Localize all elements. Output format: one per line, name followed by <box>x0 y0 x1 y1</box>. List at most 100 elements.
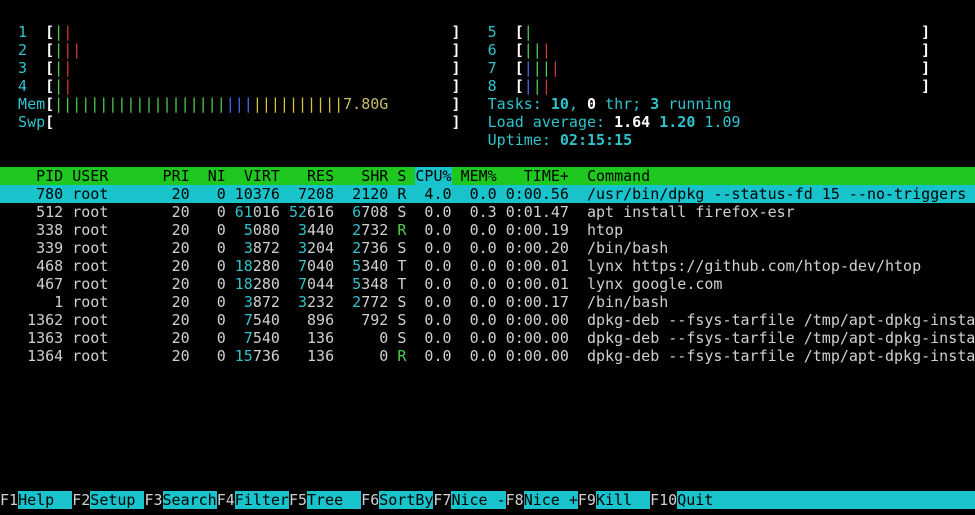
meter-label: Swp <box>18 113 46 131</box>
process-cell: 2736 <box>352 239 389 257</box>
process-row[interactable]: 1363 root 20 0 7540 136 0 S 0.0 0.0 0:00.00 dpkg-de… <box>0 329 975 347</box>
thousands-digits: 2 <box>352 221 362 239</box>
process-cell: dpkg-deb --fsys-tarfile /tmp/apt-dpkg-in… <box>586 311 975 329</box>
summary-line: Tasks: 10, 0 thr; 3 running <box>488 95 732 113</box>
process-cell: lynx google.com <box>586 275 723 293</box>
function-key[interactable]: F1 <box>0 491 19 509</box>
process-cell: 0 <box>216 203 226 221</box>
summary-text: 1.64 <box>614 113 660 131</box>
column-header[interactable]: MEM% <box>460 167 497 185</box>
meter-bar: | <box>523 59 533 77</box>
function-label[interactable]: Help <box>18 491 73 509</box>
column-header[interactable]: USER <box>72 167 109 185</box>
meter-bracket: ] <box>921 59 931 77</box>
process-row[interactable]: 512 root 20 0 61016 52616 6708 S 0.0 0.3 0:01.47 ap… <box>0 203 975 221</box>
meter-bar: | <box>541 77 551 95</box>
process-cell: 5348 <box>352 275 389 293</box>
function-label[interactable]: Filter <box>234 491 289 509</box>
process-cell: 20 <box>171 347 190 365</box>
column-header[interactable]: CPU% <box>415 167 452 185</box>
process-cell: htop <box>586 221 624 239</box>
meter-label: 6 <box>487 41 497 59</box>
column-header[interactable]: PRI <box>162 167 190 185</box>
meter-bar: | <box>63 23 73 41</box>
process-cell: 0.0 <box>424 203 452 221</box>
process-cell: 792 <box>361 311 389 329</box>
function-label[interactable]: Nice + <box>523 491 578 509</box>
process-cell: 3872 <box>243 293 280 311</box>
meter-bar: | <box>63 59 73 77</box>
function-label[interactable]: Setup <box>90 491 145 509</box>
function-label[interactable]: Search <box>162 491 217 509</box>
meter-label: 4 <box>18 77 28 95</box>
process-cell: 0 <box>216 311 226 329</box>
process-row[interactable]: 467 root 20 0 18280 7044 5348 T 0.0 0.0 0:00.01 lyn… <box>0 275 975 293</box>
process-row[interactable]: 339 root 20 0 3872 3204 2736 S 0.0 0.0 0:00.20/bin… <box>0 239 975 257</box>
function-label[interactable]: Nice - <box>451 491 506 509</box>
process-row[interactable]: 1364 root 20 0 15736 136 0 R 0.0 0.0 0:00.00 dpkg-d… <box>0 347 975 365</box>
function-key[interactable]: F2 <box>72 491 91 509</box>
process-cell: root <box>72 239 109 257</box>
function-key[interactable]: F3 <box>144 491 163 509</box>
column-header[interactable]: TIME+ <box>523 167 569 185</box>
process-cell: 0 <box>216 329 226 347</box>
thousands-digits: 3 <box>298 221 308 239</box>
meter-bar: | <box>54 23 64 41</box>
process-cell: 3440 <box>298 221 335 239</box>
column-header[interactable]: SHR <box>361 167 389 185</box>
process-cell: 0 <box>216 257 226 275</box>
process-cell: 136 <box>307 329 335 347</box>
function-label[interactable]: Kill <box>595 491 651 509</box>
process-cell: 0.0 <box>424 347 452 365</box>
meter-label: 1 <box>18 23 28 41</box>
meter-bracket: [ <box>514 23 524 41</box>
thousands-digits: 52 <box>288 203 308 221</box>
meter: 3 [|| <box>18 59 72 77</box>
function-label[interactable]: SortBy <box>379 491 434 509</box>
thousands-digits: 3 <box>243 239 253 257</box>
process-cell: 3232 <box>298 293 335 311</box>
thousands-digits: 2 <box>352 239 362 257</box>
process-row[interactable]: 1362 root 20 0 7540 896 792 S 0.0 0.0 0:00.00 dpkg-… <box>0 311 975 329</box>
function-key[interactable]: F10 <box>650 491 678 509</box>
process-cell: T <box>397 257 407 275</box>
function-key[interactable]: F9 <box>577 491 596 509</box>
column-header[interactable]: S <box>397 167 407 185</box>
summary-text: Tasks: <box>487 95 551 113</box>
function-key[interactable]: F5 <box>288 491 307 509</box>
process-cell: 339 <box>36 239 64 257</box>
process-row[interactable]: 1 root 20 0 3872 3232 2772 S 0.0 0.0 0:00.17/bin/b… <box>0 293 975 311</box>
function-key[interactable]: F6 <box>361 491 380 509</box>
column-header[interactable]: VIRT <box>243 167 280 185</box>
meter-bracket: [ <box>514 77 524 95</box>
function-key[interactable]: F8 <box>505 491 524 509</box>
meter-label: 7 <box>487 59 497 77</box>
meter: 6 [||| <box>488 41 551 59</box>
meter-bar: | <box>523 77 533 95</box>
thousands-digits: 7 <box>298 257 308 275</box>
process-cell: 18280 <box>234 257 280 275</box>
column-header[interactable]: RES <box>307 167 335 185</box>
column-header[interactable]: NI <box>207 167 226 185</box>
summary-text: Uptime: <box>487 131 560 149</box>
process-row[interactable]: 338 root 20 0 5080 3440 2732 R 0.0 0.0 0:00.19 htop <box>0 221 975 239</box>
thousands-digits: 18 <box>234 275 253 293</box>
meter-bracket: ] <box>921 41 931 59</box>
function-label[interactable]: Tree <box>307 491 362 509</box>
meter-bar: | <box>54 41 64 59</box>
meter-value: 7.80G <box>343 95 389 113</box>
process-cell: 338 <box>36 221 64 239</box>
process-row[interactable]: 468 root 20 0 18280 7040 5340 T 0.0 0.0 0:00.01 lyn… <box>0 257 975 275</box>
function-key[interactable]: F7 <box>433 491 452 509</box>
meter-bar: || <box>63 41 82 59</box>
function-label[interactable]: Quit <box>677 491 975 509</box>
meter: 4 [|| <box>18 77 72 95</box>
process-cell: S <box>397 329 407 347</box>
function-key[interactable]: F4 <box>216 491 235 509</box>
column-header[interactable]: Command <box>586 167 651 185</box>
process-row[interactable]: 780 root 20 0 10376 7208 2120 R 4.0 0.0 0:00.56/us… <box>0 185 975 203</box>
summary-text: 3 <box>650 95 660 113</box>
process-cell: 0.0 <box>424 311 452 329</box>
table-header: PID USER PRI NI VIRT RES SHR S CPU% MEM% TIME+ Comm… <box>0 167 975 185</box>
column-header[interactable]: PID <box>36 167 64 185</box>
